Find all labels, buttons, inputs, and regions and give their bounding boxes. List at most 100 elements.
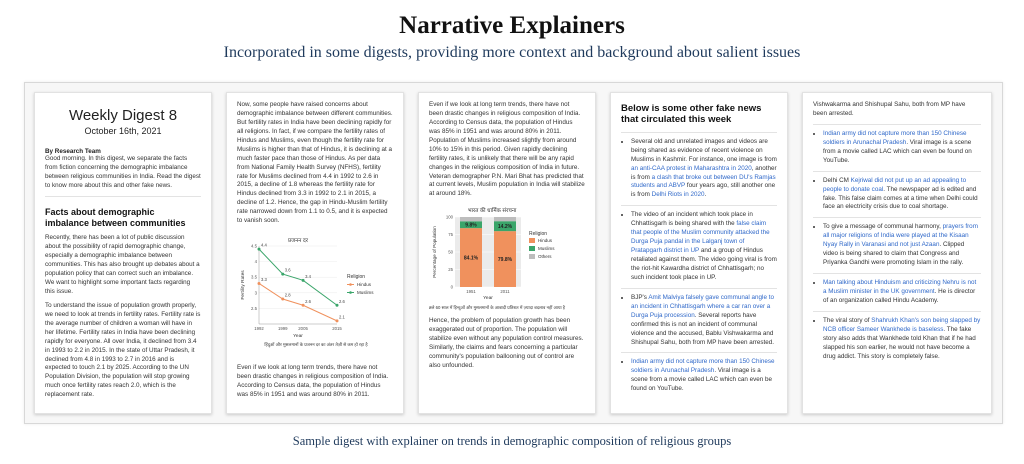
fake-news-list: Several old and unrelated images and vid…	[621, 138, 777, 201]
y-tick-label: 4	[255, 259, 258, 264]
digest-panel-3: Even if we look at long term trends, the…	[418, 92, 596, 414]
data-label: 3.4	[305, 274, 311, 279]
data-point	[301, 278, 305, 282]
chart-title: भारत की धार्मिक संरचना	[468, 207, 517, 214]
y-tick-label: 25	[448, 267, 453, 272]
paragraph: To understand the issue of population gr…	[45, 301, 201, 399]
digest-title: Weekly Digest 8	[68, 107, 178, 124]
data-point	[281, 272, 285, 276]
data-point	[335, 303, 339, 307]
intro-text: Good morning. In this digest, we separat…	[45, 155, 201, 189]
data-label: 3.6	[285, 268, 291, 273]
legend-swatch	[529, 254, 535, 260]
chart-note: हिंदुओं और मुसलमानों के प्रजनन दर का अंत…	[264, 342, 368, 348]
bar-segment-muslims	[460, 221, 482, 229]
byline: By Research Team	[45, 148, 101, 155]
list-item: The viral story of Shahrukh Khan's son b…	[823, 317, 981, 362]
paragraph: Recently, there has been a lot of public…	[45, 234, 200, 295]
news-link[interactable]: an anti-CAA protest in Maharashtra in 20…	[631, 164, 752, 172]
digest-panel-1: Weekly Digest 8 October 16th, 2021 By Re…	[34, 92, 212, 414]
legend-label: Muslims	[538, 247, 555, 252]
legend-swatch	[529, 246, 535, 252]
digest-date: October 16th, 2021	[84, 126, 162, 136]
x-tick-label: 2005	[298, 326, 308, 331]
y-tick-label: 50	[448, 250, 453, 255]
list-item: Delhi CM Kejriwal did not put up an ad a…	[823, 177, 981, 213]
news-link[interactable]: Indian army did not capture more than 15…	[631, 358, 775, 375]
bar-segment-muslims	[494, 221, 516, 232]
news-link[interactable]: Delhi Riots in 2020	[651, 191, 705, 199]
digest-frame: Weekly Digest 8 October 16th, 2021 By Re…	[24, 82, 1003, 424]
chart-note: पिछले 60 साल में हिन्दुओं और मुसलमानों क…	[429, 305, 566, 311]
paragraph: Now, some people have raised concerns ab…	[237, 101, 393, 225]
section-heading: Below is some other fake news that circu…	[621, 103, 762, 126]
y-tick-label: 4.5	[251, 244, 258, 249]
data-label: 9.8%	[465, 223, 477, 229]
data-label: 79.8%	[498, 257, 513, 263]
list-item: Indian army did not capture more than 15…	[631, 358, 777, 394]
divider	[813, 310, 981, 312]
divider	[621, 205, 777, 207]
chart-title: प्रजनन दर	[288, 238, 309, 244]
news-link[interactable]: Man talking about Hinduism and criticizi…	[823, 279, 977, 295]
data-point	[257, 282, 261, 286]
news-link[interactable]: Shahrukh Khan's son being slapped by NCB…	[823, 316, 981, 333]
y-tick-label: 3	[255, 290, 258, 295]
paragraph: Even if we look at long term trends, the…	[429, 101, 585, 198]
x-tick-label: 1951	[466, 289, 476, 294]
news-link[interactable]: Kejriwal did not put up an ad appealing …	[823, 176, 967, 193]
news-link[interactable]: a clash that broke out between DU's Ramj…	[631, 173, 776, 190]
digest-panel-5: Vishwakarma and Shishupal Sahu, both fro…	[802, 92, 992, 414]
y-axis-label: Fertility Rates	[240, 270, 246, 300]
list-item: To give a message of communal harmony, p…	[823, 223, 981, 268]
fertility-rate-line-chart: प्रजनन दर 2.5 3 3.5 4 4.5 1992 1999 2005 2015 Year…	[240, 238, 374, 348]
list-item: Several old and unrelated images and vid…	[631, 138, 777, 201]
x-tick-label: 1992	[254, 326, 264, 331]
legend-label: Others	[538, 255, 552, 260]
paragraph: Hence, the problem of population growth …	[429, 317, 584, 369]
digest-panel-4: Below is some other fake news that circu…	[610, 92, 788, 414]
x-tick-label: 2011	[500, 289, 510, 294]
news-link[interactable]: Indian army did not capture more than 15…	[823, 129, 967, 146]
list-item: Man talking about Hinduism and criticizi…	[823, 279, 981, 306]
x-axis-label: Year	[293, 333, 303, 339]
list-item: Indian army did not capture more than 15…	[823, 130, 981, 166]
page-title: Narrative Explainers	[399, 12, 625, 39]
y-tick-label: 0	[451, 285, 454, 290]
x-tick-label: 1999	[278, 326, 288, 331]
divider	[621, 352, 777, 354]
news-link[interactable]: prayers from all major religions of Indi…	[823, 223, 978, 249]
list-item: The video of an incident which took plac…	[631, 211, 777, 283]
legend-label: Hindus	[357, 282, 372, 287]
legend-swatch	[529, 238, 535, 244]
y-tick-label: 75	[448, 232, 453, 237]
legend-marker	[349, 283, 352, 286]
series-line-hindus	[258, 283, 338, 322]
bar-segment-hindus	[494, 231, 516, 288]
bar-segment-hindus	[460, 228, 482, 288]
news-link[interactable]: Amit Malviya falsely gave communal angle…	[631, 293, 774, 319]
page-subtitle: Incorporated in some digests, providing …	[223, 44, 801, 61]
x-axis-label: Year	[483, 295, 493, 301]
section-heading: Facts about demographic imbalance betwee…	[45, 206, 186, 228]
paragraph: Vishwakarma and Shishupal Sahu, both fro…	[813, 101, 966, 117]
list-item: BJP's Amit Malviya falsely gave communal…	[631, 294, 777, 348]
news-link[interactable]: false claim that people of the Muslim co…	[631, 220, 770, 255]
data-label: 14.2%	[498, 224, 513, 230]
figure-caption: Sample digest with explainer on trends i…	[292, 434, 732, 448]
data-point	[257, 247, 261, 251]
digest-panel-2: Now, some people have raised concerns ab…	[226, 92, 404, 414]
data-label: 2.6	[305, 299, 311, 304]
data-label: 2.6	[339, 299, 345, 304]
y-tick-label: 3.5	[251, 275, 258, 280]
data-point	[335, 319, 339, 323]
series-line-muslims	[258, 248, 338, 306]
legend-title: Religion	[529, 231, 547, 237]
data-label: 2.1	[339, 315, 345, 320]
data-point	[281, 297, 285, 301]
divider	[813, 123, 981, 125]
religious-composition-bar-chart: भारत की धार्मिक संरचना 0 25 50 75 100 84.1% 9.8…	[429, 207, 566, 311]
divider	[621, 287, 777, 289]
legend-label: Muslims	[357, 290, 374, 295]
y-tick-label: 100	[446, 215, 454, 220]
